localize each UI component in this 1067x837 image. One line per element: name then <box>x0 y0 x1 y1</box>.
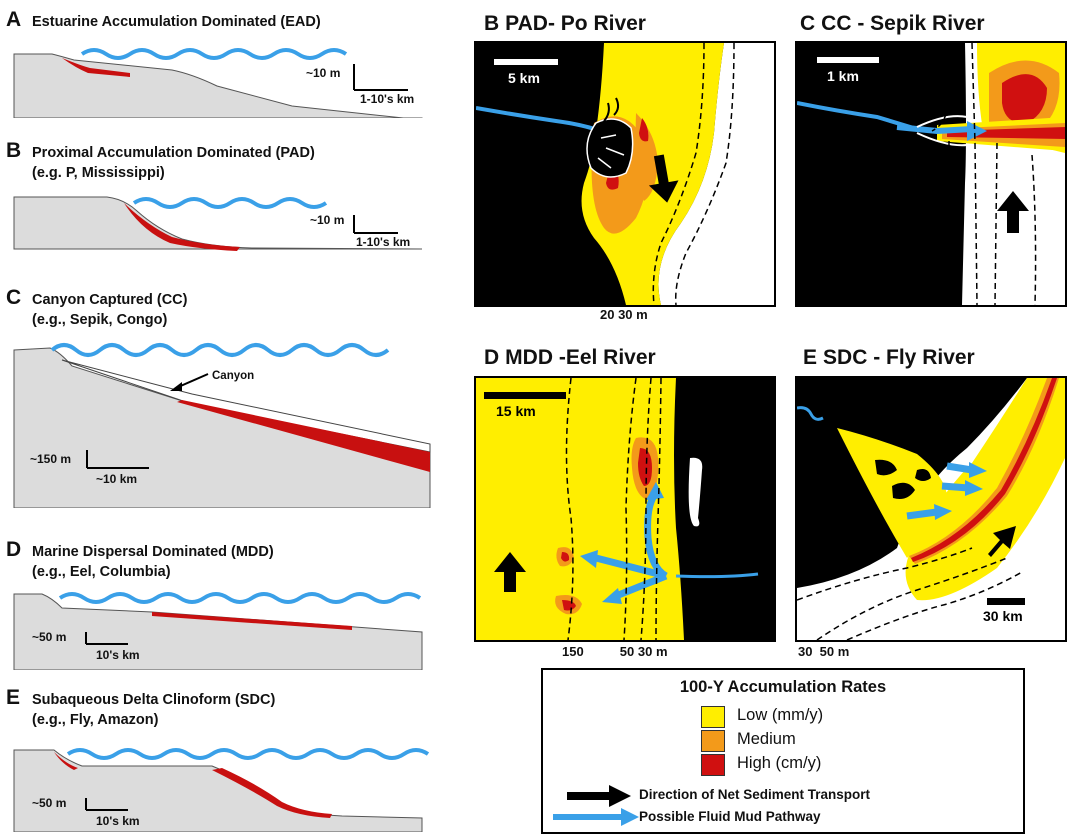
black-arrow-icon <box>567 785 631 807</box>
map-e-scale-label: 30 km <box>983 608 1023 624</box>
map-e-graphic <box>797 378 1065 640</box>
legend-medium-label: Medium <box>737 730 796 748</box>
panel-e-subtitle: (e.g., Fly, Amazon) <box>32 712 159 728</box>
map-c-scale: 1 km <box>817 57 879 84</box>
transport-arrow <box>494 552 526 592</box>
legend-transport-label: Direction of Net Sediment Transport <box>639 787 871 802</box>
map-b-scale-bar <box>494 59 558 65</box>
map-c-scale-label: 1 km <box>827 68 859 84</box>
panel-a-letter: A <box>6 8 22 31</box>
scale-bar <box>85 632 128 645</box>
scale-bar <box>85 798 128 811</box>
map-e-title-text: SDC - Fly River <box>823 346 975 369</box>
panel-c-subtitle: (e.g., Sepik, Congo) <box>32 312 168 328</box>
panel-b-profile <box>13 196 423 251</box>
blue-arrow-icon <box>553 808 639 826</box>
panel-b: B Proximal Accumulation Dominated (PAD) … <box>0 133 445 273</box>
vscale-c: ~150 m <box>30 452 72 466</box>
vscale-a: ~10 m <box>306 66 341 80</box>
panel-c-title: Canyon Captured (CC) <box>32 292 188 308</box>
map-d-title-text: MDD -Eel River <box>505 346 656 369</box>
map-b-depths: 20 30 m <box>600 307 648 322</box>
wave-line <box>58 592 422 604</box>
map-d-scale-bar <box>484 392 566 399</box>
panel-b-letter: B <box>6 139 22 162</box>
map-b-title-text: PAD- Po River <box>505 12 646 35</box>
panel-a-profile <box>13 48 423 118</box>
map-d-graphic <box>476 378 774 640</box>
map-d-letter: D <box>484 346 500 369</box>
transport-arrow <box>997 191 1029 233</box>
map-b-letter: B <box>484 12 500 35</box>
vscale-e: ~50 m <box>32 796 67 810</box>
legend-mud-label: Possible Fluid Mud Pathway <box>639 809 821 824</box>
swatch-low <box>701 706 725 728</box>
scale-bar <box>353 215 398 234</box>
panel-e: E Subaqueous Delta Clinoform (SDC) (e.g.… <box>0 680 445 837</box>
panel-d: D Marine Dispersal Dominated (MDD) (e.g.… <box>0 532 445 672</box>
panel-b-title: Proximal Accumulation Dominated (PAD) <box>32 145 315 161</box>
legend-title: 100-Y Accumulation Rates <box>679 678 887 696</box>
panel-c: C Canyon Captured (CC) (e.g., Sepik, Con… <box>0 280 445 520</box>
transport-arrow <box>988 526 1016 557</box>
hscale-d: 10's km <box>96 648 140 662</box>
map-d-title: D MDD -Eel River <box>484 346 656 370</box>
panel-c-letter: C <box>6 286 22 309</box>
hscale-b: 1-10's km <box>356 235 411 249</box>
panel-e-title: Subaqueous Delta Clinoform (SDC) <box>32 692 276 708</box>
panel-d-subtitle: (e.g., Eel, Columbia) <box>32 564 171 580</box>
wave-line <box>50 343 390 357</box>
legend-high-label: High (cm/y) <box>737 754 822 772</box>
map-c-title-text: CC - Sepik River <box>821 12 985 35</box>
map-e-scale-bar <box>987 598 1025 605</box>
panel-b-subtitle: (e.g. P, Mississippi) <box>32 165 165 181</box>
panel-c-profile <box>13 343 431 508</box>
panel-d-profile <box>13 592 423 670</box>
map-e-title: E SDC - Fly River <box>803 346 975 370</box>
map-c-letter: C <box>800 12 816 35</box>
swatch-medium <box>701 730 725 752</box>
wave-line <box>66 748 430 760</box>
swatch-high <box>701 754 725 776</box>
canyon-annotation: Canyon <box>212 370 255 382</box>
map-e-depths: 30 50 m <box>798 644 850 659</box>
legend: 100-Y Accumulation Rates Low (mm/y) Medi… <box>541 668 1025 834</box>
wave-line <box>80 48 348 60</box>
panel-a-title: Estuarine Accumulation Dominated (EAD) <box>32 14 321 30</box>
transport-arrow <box>648 154 679 203</box>
legend-low-label: Low (mm/y) <box>737 706 824 724</box>
map-c-scale-bar <box>817 57 879 63</box>
hscale-a: 1-10's km <box>360 92 415 106</box>
map-b: 5 km <box>474 41 776 307</box>
panel-e-profile <box>13 748 430 832</box>
vscale-d: ~50 m <box>32 630 67 644</box>
panel-d-letter: D <box>6 538 22 561</box>
scale-bar <box>86 450 149 469</box>
map-e-scale: 30 km <box>983 598 1025 624</box>
map-b-title: B PAD- Po River <box>484 12 646 36</box>
wave-line <box>132 197 328 209</box>
map-e-letter: E <box>803 346 818 369</box>
map-d-scale: 15 km <box>484 392 566 419</box>
map-b-scale-label: 5 km <box>508 70 540 86</box>
map-b-scale: 5 km <box>494 59 558 86</box>
map-d: 15 km <box>474 376 776 642</box>
panel-e-letter: E <box>6 686 21 709</box>
map-c-title: C CC - Sepik River <box>800 12 985 36</box>
map-b-graphic <box>476 43 774 305</box>
hscale-c: ~10 km <box>96 472 138 486</box>
scale-bar <box>353 64 408 91</box>
map-c: 1 km <box>795 41 1067 307</box>
map-d-scale-label: 15 km <box>496 403 536 419</box>
map-d-depths: 150 50 30 m <box>562 644 668 659</box>
map-c-graphic <box>797 43 1065 305</box>
hscale-e: 10's km <box>96 814 140 828</box>
panel-d-title: Marine Dispersal Dominated (MDD) <box>32 544 274 560</box>
vscale-b: ~10 m <box>310 213 345 227</box>
panel-a: A Estuarine Accumulation Dominated (EAD)… <box>0 0 445 120</box>
map-e: 30 km <box>795 376 1067 642</box>
